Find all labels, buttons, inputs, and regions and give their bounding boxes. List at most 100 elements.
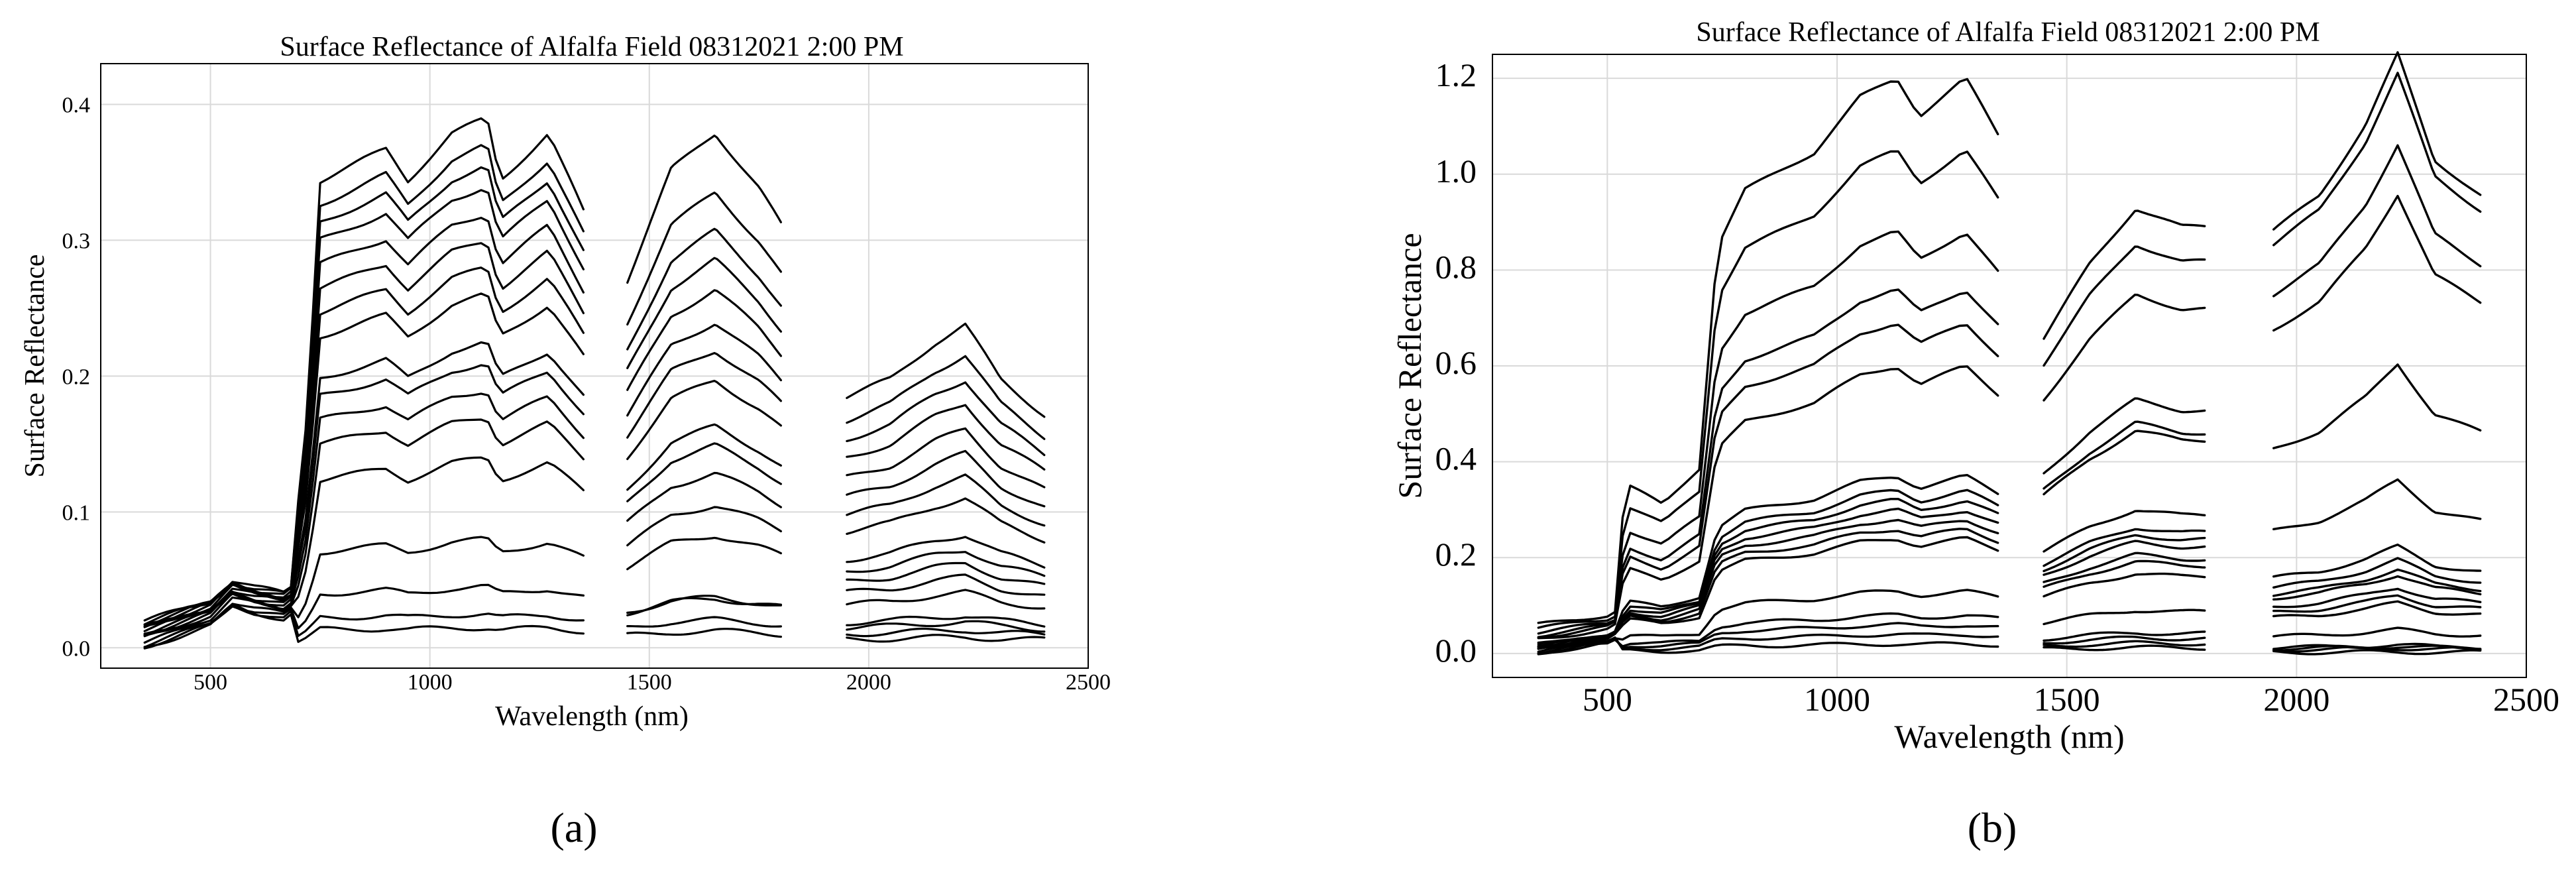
chart-a-series-line	[143, 418, 585, 635]
chart-b-series-line	[2043, 420, 2206, 490]
chart-b-series-line	[2272, 642, 2482, 650]
chart-a-series-line	[626, 616, 782, 628]
chart-a-x-tick-label: 2000	[846, 670, 891, 695]
chart-b-series-line	[2043, 540, 2206, 576]
chart-a-series-line	[626, 628, 782, 638]
chart-a-series-line	[846, 573, 1046, 596]
chart-b-series-line	[1537, 489, 1999, 646]
chart-b-x-ticks: 500 1000 1500 2000 2500	[1583, 681, 2559, 718]
chart-a-series-line	[846, 322, 1046, 418]
chart-b-series-line	[1537, 78, 1999, 624]
chart-b-series-line	[2043, 559, 2206, 588]
chart-a-series-line	[846, 620, 1046, 633]
chart-b-title: Surface Reflectance of Alfalfa Field 083…	[1696, 17, 2320, 48]
chart-b-series-group	[1537, 51, 2482, 656]
chart-b-series-line	[1537, 474, 1999, 644]
chart-a-series-line	[846, 627, 1046, 638]
chart-b-y-label: Surface Reflectance	[1391, 233, 1428, 498]
chart-a-y-label: Surface Reflectance	[20, 255, 50, 478]
chart-a-x-tick-label: 2500	[1066, 670, 1111, 695]
chart-a-series-line	[626, 192, 782, 326]
chart-b-series-line	[1537, 612, 1999, 653]
chart-b-series-line	[2272, 144, 2482, 298]
chart-a-series-line	[846, 634, 1046, 643]
chart-a-y-tick-label: 0.4	[62, 93, 91, 117]
chart-a-series-line	[626, 471, 782, 522]
chart-b-series-line	[2272, 594, 2482, 613]
chart-b-series-line	[1537, 589, 1999, 650]
chart-b-series-line	[2272, 194, 2482, 332]
chart-b-x-tick-label: 2500	[2493, 681, 2559, 718]
chart-b-y-tick-label: 1.2	[1435, 56, 1477, 93]
chart-a-y-ticks: 0.0 0.1 0.2 0.3 0.4	[62, 93, 91, 661]
chart-b-y-tick-label: 0.2	[1435, 536, 1477, 573]
chart-b-x-tick-label: 2000	[2263, 681, 2329, 718]
chart-a-series-line	[626, 135, 782, 284]
chart-b-x-tick-label: 1500	[2034, 681, 2100, 718]
chart-b-x-tick-label: 1000	[1804, 681, 1870, 718]
chart-a-series-line	[143, 242, 585, 626]
chart-b-x-tick-label: 500	[1583, 681, 1632, 718]
chart-b-series-line	[2043, 528, 2206, 567]
chart-a-x-tick-label: 1000	[408, 670, 453, 695]
chart-b-series-line	[2043, 572, 2206, 598]
chart-b-series-line	[2043, 640, 2206, 648]
chart-a-y-tick-label: 0.3	[62, 229, 91, 253]
chart-b-series-line	[2272, 587, 2482, 608]
chart-a-series-line	[626, 323, 782, 417]
chart-a-series-line	[846, 536, 1046, 569]
chart-b-series-line	[2043, 608, 2206, 626]
chart-b-series-line	[1537, 365, 1999, 640]
chart-b-series-line	[2272, 544, 2482, 578]
chart-a-series-line	[143, 456, 585, 638]
chart-b-x-label: Wavelength (nm)	[1894, 718, 2124, 755]
chart-a-series-line	[143, 117, 585, 622]
chart-b-y-tick-label: 0.4	[1435, 440, 1477, 477]
chart-b-y-tick-label: 0.6	[1435, 344, 1477, 381]
chart-a-series-line	[626, 442, 782, 502]
chart-b-series-line	[2043, 209, 2206, 340]
chart-a-series-line	[846, 404, 1046, 471]
chart-b-series-line	[2272, 51, 2482, 231]
chart-b-series-line	[2043, 430, 2206, 496]
chart-a-x-tick-label: 1500	[627, 670, 672, 695]
chart-b-series-line	[2272, 649, 2482, 656]
chart-b-plot-frame	[1492, 54, 2527, 678]
chart-a-series-line	[626, 423, 782, 491]
chart-a-series-line	[626, 380, 782, 461]
chart-b-series-line	[2272, 72, 2482, 247]
chart-b-series-line	[2272, 600, 2482, 618]
chart-a-plot-frame	[100, 63, 1089, 669]
chart-a-series-line	[846, 449, 1046, 508]
chart-b-series-line	[2043, 635, 2206, 645]
chart-a-series-line	[626, 352, 782, 439]
chart-a-y-tick-label: 0.2	[62, 365, 91, 389]
chart-a-title: Surface Reflectance of Alfalfa Field 083…	[280, 32, 903, 62]
chart-b-series-line	[2272, 626, 2482, 638]
chart-a-y-tick-label: 0.0	[62, 636, 91, 661]
chart-a-series-group	[143, 117, 1046, 650]
chart-a-panel-label: (a)	[550, 804, 597, 851]
chart-a-series-line	[846, 381, 1046, 457]
chart-b-series-line	[2043, 644, 2206, 652]
chart-b-series-line	[2043, 534, 2206, 573]
chart-b-series-line	[2272, 568, 2482, 597]
chart-panel-b: Surface Reflectance of Alfalfa Field 083…	[1391, 17, 2559, 851]
chart-b-y-tick-label: 1.0	[1435, 152, 1477, 190]
chart-a-series-line	[143, 536, 585, 644]
chart-a-series-line	[626, 597, 782, 616]
chart-a-x-label: Wavelength (nm)	[495, 701, 689, 732]
chart-b-series-line	[1537, 150, 1999, 629]
chart-b-y-tick-label: 0.8	[1435, 248, 1477, 285]
chart-panel-a: Surface Reflectance of Alfalfa Field 083…	[20, 32, 1111, 851]
chart-a-series-line	[626, 257, 782, 369]
chart-a-series-line	[846, 551, 1046, 577]
chart-a-series-line	[846, 355, 1046, 440]
chart-a-series-line	[626, 536, 782, 571]
chart-a-series-line	[626, 506, 782, 547]
chart-b-panel-label: (b)	[1968, 804, 2017, 851]
chart-b-series-line	[2043, 245, 2206, 367]
chart-a-y-tick-label: 0.1	[62, 500, 91, 525]
chart-b-series-line	[2043, 630, 2206, 642]
